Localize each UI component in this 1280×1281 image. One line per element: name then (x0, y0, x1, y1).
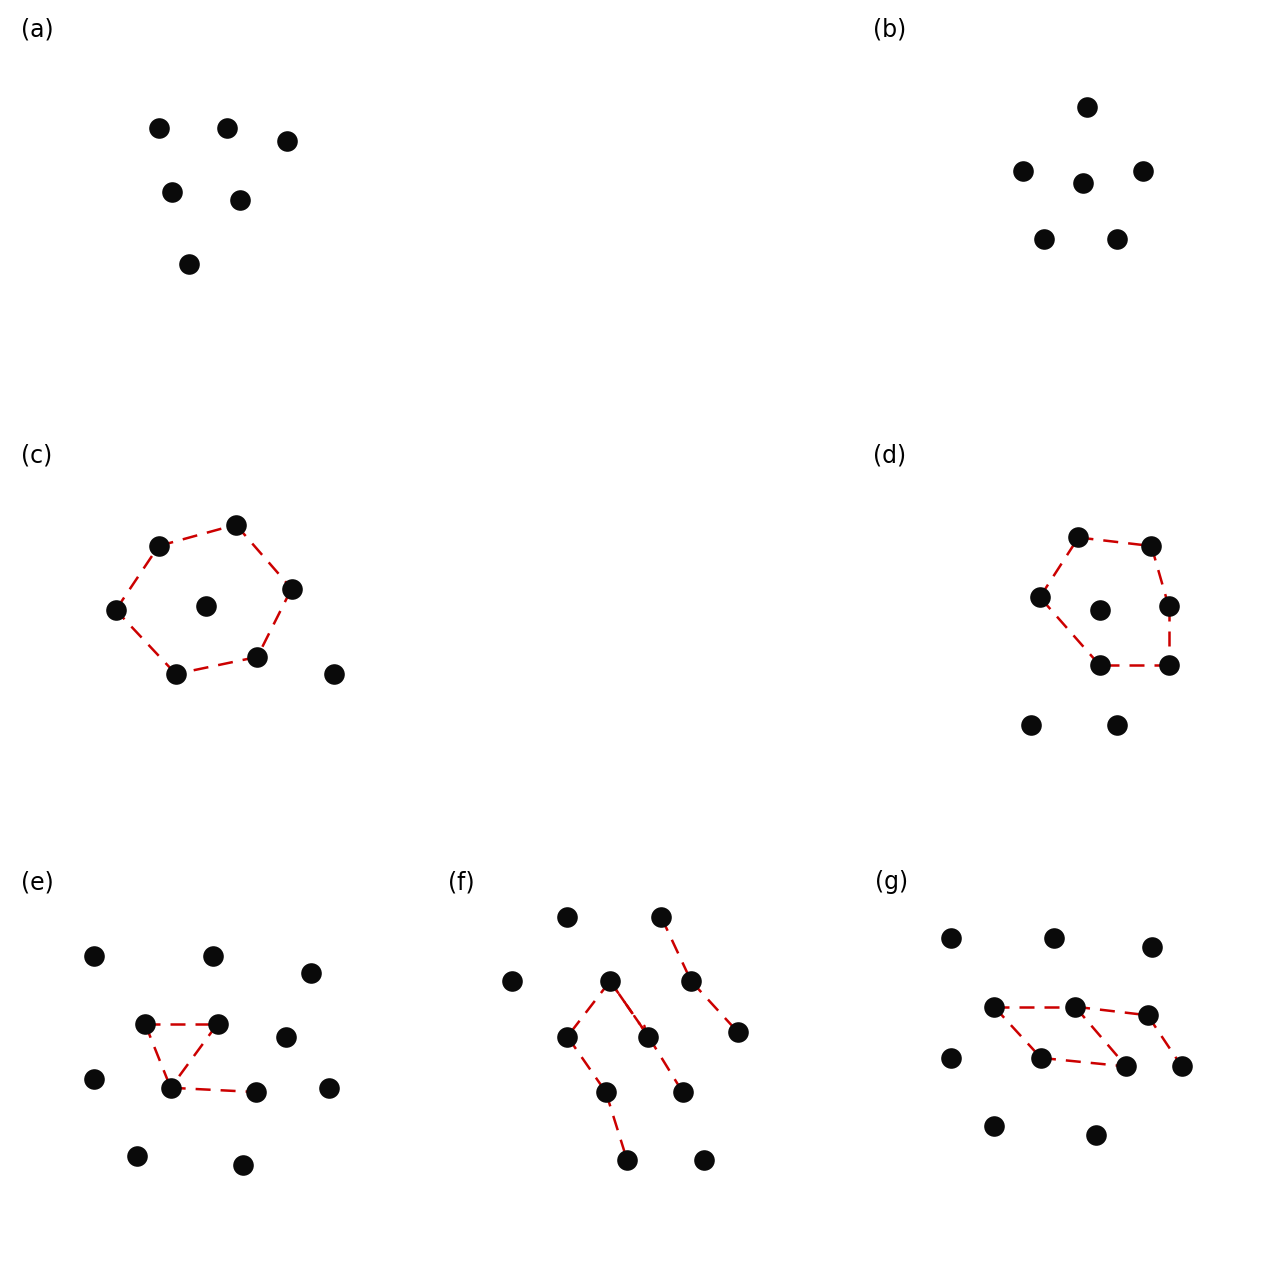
Point (681, 971, 701, 991)
Point (557, 1026, 577, 1047)
Point (1012, 160, 1033, 181)
Point (127, 1145, 147, 1166)
Point (1029, 587, 1050, 607)
Point (148, 535, 169, 556)
Point (1116, 1056, 1137, 1076)
Point (984, 997, 1005, 1017)
Point (247, 647, 268, 667)
Point (1158, 655, 1179, 675)
Point (161, 182, 182, 202)
Point (204, 945, 224, 966)
Point (600, 971, 621, 991)
Point (1065, 997, 1085, 1017)
Point (941, 929, 961, 949)
Point (301, 962, 321, 983)
Point (275, 1026, 296, 1047)
Point (276, 131, 297, 151)
Point (728, 1022, 749, 1043)
Point (672, 1081, 692, 1102)
Text: (a): (a) (22, 17, 54, 41)
Point (83, 1068, 104, 1089)
Point (595, 1081, 616, 1102)
Point (1043, 929, 1064, 949)
Point (207, 1013, 228, 1034)
Point (1034, 228, 1055, 249)
Text: (g): (g) (874, 870, 908, 894)
Point (165, 664, 186, 684)
Point (1142, 535, 1162, 556)
Point (83, 945, 104, 966)
Point (1107, 715, 1128, 735)
Point (233, 1154, 253, 1175)
Point (1089, 600, 1110, 620)
Text: (b): (b) (873, 17, 906, 41)
Point (1107, 228, 1128, 249)
Point (148, 118, 169, 138)
Point (557, 907, 577, 927)
Point (1087, 1125, 1107, 1145)
Point (246, 1081, 266, 1102)
Point (984, 1116, 1005, 1136)
Point (941, 1048, 961, 1068)
Point (1171, 1056, 1192, 1076)
Text: (c): (c) (22, 443, 52, 468)
Point (1076, 96, 1097, 117)
Point (160, 1077, 180, 1098)
Point (324, 664, 344, 684)
Text: (d): (d) (873, 443, 906, 468)
Point (1069, 528, 1089, 548)
Point (319, 1077, 339, 1098)
Point (1133, 160, 1153, 181)
Point (1021, 715, 1042, 735)
Text: (e): (e) (22, 870, 54, 894)
Point (196, 596, 216, 616)
Point (225, 515, 246, 535)
Point (617, 1150, 637, 1171)
Point (282, 579, 302, 600)
Point (502, 971, 522, 991)
Point (1142, 936, 1162, 957)
Point (652, 907, 672, 927)
Point (1158, 596, 1179, 616)
Text: (f): (f) (448, 870, 475, 894)
Point (1030, 1048, 1051, 1068)
Point (134, 1013, 155, 1034)
Point (639, 1026, 659, 1047)
Point (1073, 173, 1093, 193)
Point (694, 1150, 714, 1171)
Point (230, 191, 251, 211)
Point (1138, 1006, 1158, 1026)
Point (218, 118, 238, 138)
Point (178, 254, 198, 274)
Point (105, 600, 125, 620)
Point (1089, 655, 1110, 675)
